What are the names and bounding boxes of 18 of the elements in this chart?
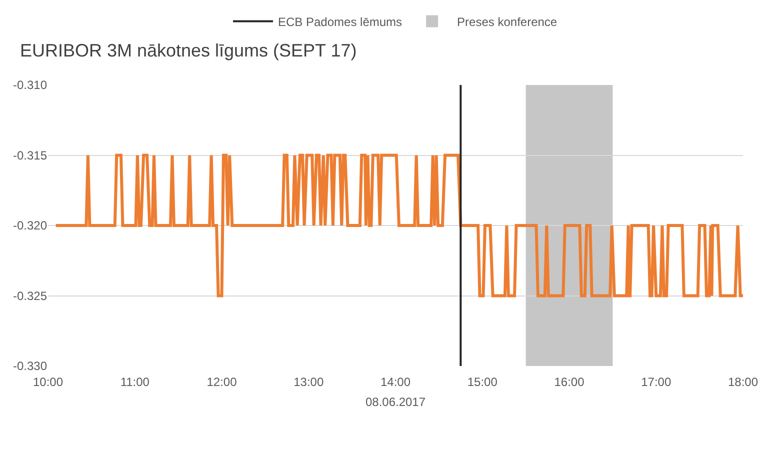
legend-label: ECB Padomes lēmums — [278, 14, 402, 29]
x-tick-label: 15:00 — [467, 375, 498, 389]
x-tick-label: 10:00 — [32, 375, 64, 389]
x-tick-label: 12:00 — [206, 375, 238, 389]
y-tick-label: -0.315 — [12, 148, 48, 162]
y-tick-label: -0.320 — [12, 218, 48, 233]
x-tick-label: 18:00 — [728, 375, 758, 389]
x-tick-label: 16:00 — [554, 375, 585, 389]
legend-label: Preses konference — [457, 14, 558, 29]
x-tick-label: 14:00 — [380, 375, 411, 389]
chart-title: EURIBOR 3M nākotnes līgums (SEPT 17) — [20, 40, 357, 60]
x-tick-label: 13:00 — [294, 375, 324, 389]
x-tick-label: 11:00 — [120, 375, 150, 389]
x-axis-title: 08.06.2017 — [365, 394, 426, 409]
y-tick-label: -0.330 — [12, 359, 48, 374]
y-tick-label: -0.310 — [12, 78, 48, 92]
x-tick-label: 17:00 — [641, 375, 672, 389]
y-tick-label: -0.325 — [12, 288, 48, 303]
